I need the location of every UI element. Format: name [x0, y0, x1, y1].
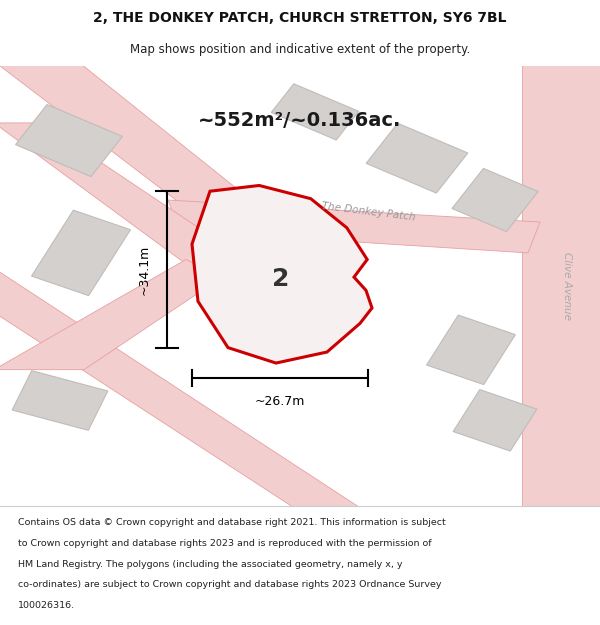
- Polygon shape: [12, 371, 108, 431]
- Polygon shape: [452, 168, 538, 232]
- Text: ~34.1m: ~34.1m: [137, 244, 151, 294]
- Text: Clive Avenue: Clive Avenue: [562, 252, 572, 320]
- Polygon shape: [0, 259, 222, 369]
- Polygon shape: [453, 389, 537, 451]
- Polygon shape: [522, 57, 600, 515]
- Text: co-ordinates) are subject to Crown copyright and database rights 2023 Ordnance S: co-ordinates) are subject to Crown copyr…: [18, 581, 442, 589]
- Text: 100026316.: 100026316.: [18, 601, 75, 610]
- Text: Contains OS data © Crown copyright and database right 2021. This information is : Contains OS data © Crown copyright and d…: [18, 518, 446, 527]
- Polygon shape: [192, 186, 372, 363]
- Text: ~552m²/~0.136ac.: ~552m²/~0.136ac.: [199, 111, 401, 130]
- Polygon shape: [0, 57, 342, 299]
- Text: ~26.7m: ~26.7m: [255, 396, 305, 408]
- Text: The Donkey Patch: The Donkey Patch: [322, 201, 416, 222]
- Text: HM Land Registry. The polygons (including the associated geometry, namely x, y: HM Land Registry. The polygons (includin…: [18, 560, 403, 569]
- Polygon shape: [32, 210, 130, 296]
- Polygon shape: [0, 268, 378, 519]
- Polygon shape: [366, 123, 468, 193]
- Text: to Crown copyright and database rights 2023 and is reproduced with the permissio: to Crown copyright and database rights 2…: [18, 539, 431, 548]
- Polygon shape: [0, 123, 246, 286]
- Text: 2, THE DONKEY PATCH, CHURCH STRETTON, SY6 7BL: 2, THE DONKEY PATCH, CHURCH STRETTON, SY…: [93, 11, 507, 26]
- Text: 2: 2: [272, 268, 289, 291]
- Polygon shape: [16, 104, 122, 176]
- Polygon shape: [168, 200, 540, 253]
- Polygon shape: [271, 84, 359, 140]
- Text: Map shows position and indicative extent of the property.: Map shows position and indicative extent…: [130, 42, 470, 56]
- Polygon shape: [427, 315, 515, 384]
